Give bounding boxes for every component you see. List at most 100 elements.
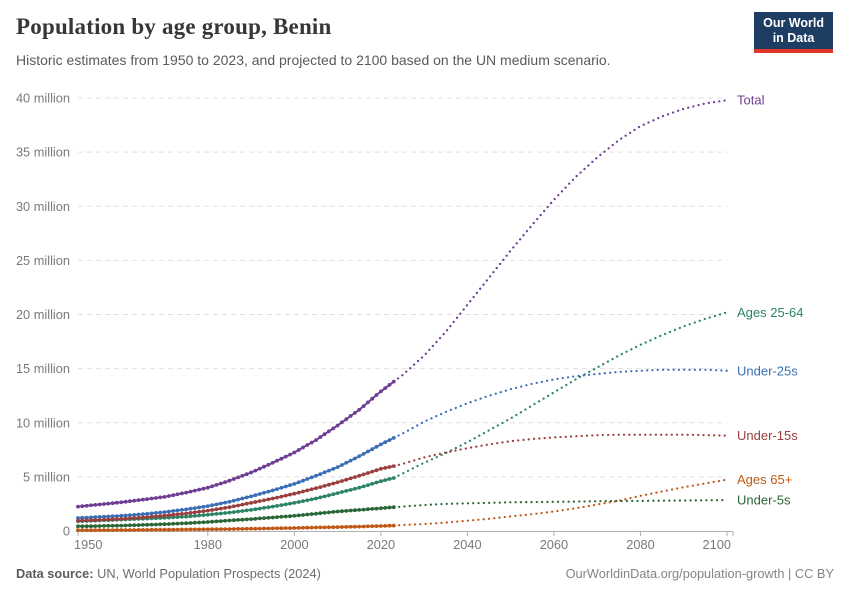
series-marker	[236, 475, 241, 480]
series-marker	[149, 514, 154, 519]
x-axis-tick-label: 2040	[453, 537, 481, 552]
series-marker	[227, 499, 232, 504]
series-marker	[266, 497, 271, 502]
series-projection-line	[392, 99, 729, 383]
series-marker	[335, 465, 340, 469]
series-marker	[141, 528, 145, 532]
series-label-under-5s[interactable]: Under-5s	[737, 493, 791, 508]
series-marker	[106, 528, 111, 532]
series-marker	[309, 525, 314, 530]
series-under-25s[interactable]: Under-25s	[76, 363, 798, 520]
series-marker	[283, 526, 288, 530]
series-marker	[335, 423, 340, 428]
series-under-5s[interactable]: Under-5s	[76, 493, 791, 529]
series-label-ages-65[interactable]: Ages 65+	[737, 472, 792, 487]
series-marker	[171, 509, 176, 513]
series-total[interactable]: Total	[76, 93, 765, 509]
series-marker	[244, 472, 249, 477]
series-marker	[145, 497, 150, 501]
series-marker	[379, 479, 383, 484]
y-axis-tick-label: 10 million	[16, 415, 70, 430]
series-marker	[205, 485, 210, 490]
series-marker	[231, 527, 236, 531]
series-marker	[223, 500, 228, 505]
series-label-ages-25-64[interactable]: Ages 25-64	[737, 305, 804, 320]
series-marker	[270, 460, 275, 465]
series-marker	[210, 484, 215, 489]
series-marker	[357, 524, 362, 529]
series-marker	[357, 473, 362, 478]
series-marker	[244, 508, 249, 513]
series-marker	[387, 477, 392, 481]
series-marker	[210, 508, 215, 512]
series-marker	[102, 517, 106, 522]
series-marker	[353, 486, 357, 491]
series-marker	[353, 508, 357, 513]
series-marker	[374, 480, 379, 485]
series-marker	[257, 506, 262, 511]
series-marker	[309, 487, 314, 492]
owid-link[interactable]: OurWorldinData.org/population-growth | C…	[565, 566, 834, 581]
series-marker	[97, 502, 102, 507]
owid-logo-line1: Our World	[763, 16, 824, 30]
series-marker	[110, 528, 115, 532]
series-label-under-25s[interactable]: Under-25s	[737, 363, 798, 378]
series-marker	[288, 514, 292, 519]
series-marker	[366, 400, 370, 405]
series-marker	[353, 524, 357, 529]
series-marker	[383, 506, 388, 510]
series-marker	[123, 499, 128, 504]
series-marker	[197, 505, 202, 510]
series-marker	[214, 483, 219, 487]
series-marker	[249, 517, 254, 521]
series-marker	[231, 518, 236, 523]
series-marker	[132, 498, 137, 503]
series-marker	[301, 513, 305, 517]
series-label-total[interactable]: Total	[737, 93, 765, 108]
series-marker	[327, 468, 331, 473]
series-marker	[314, 496, 318, 501]
series-marker	[383, 440, 388, 445]
series-marker	[305, 525, 310, 530]
series-marker	[340, 479, 344, 483]
series-marker	[158, 495, 163, 500]
series-marker	[214, 502, 219, 507]
series-marker	[231, 510, 236, 514]
series-marker	[309, 475, 314, 480]
series-marker	[149, 522, 154, 527]
series-under-15s[interactable]: Under-15s	[76, 428, 798, 523]
series-marker	[132, 513, 137, 517]
y-axis-tick-label: 0	[63, 524, 70, 539]
series-marker	[184, 490, 189, 495]
series-marker	[84, 503, 89, 508]
series-marker	[275, 487, 279, 491]
series-marker	[123, 523, 128, 528]
y-axis-tick-label: 15 million	[16, 361, 70, 376]
series-marker	[179, 527, 184, 532]
series-marker	[288, 483, 292, 488]
series-ages-65[interactable]: Ages 65+	[76, 472, 792, 533]
series-marker	[89, 528, 93, 533]
series-marker	[158, 510, 163, 515]
series-marker	[318, 525, 323, 530]
series-marker	[136, 498, 141, 502]
series-marker	[102, 528, 106, 532]
series-marker	[279, 456, 284, 461]
series-marker	[236, 527, 241, 531]
series-marker	[361, 404, 366, 408]
series-marker	[158, 522, 163, 527]
series-marker	[115, 514, 119, 518]
series-label-under-15s[interactable]: Under-15s	[737, 428, 798, 443]
series-marker	[201, 509, 206, 514]
series-marker	[214, 527, 219, 532]
series-marker	[288, 452, 292, 457]
series-marker	[223, 480, 228, 484]
series-marker	[76, 504, 80, 509]
series-marker	[197, 520, 202, 525]
series-marker	[218, 481, 223, 486]
series-marker	[322, 432, 327, 437]
series-marker	[253, 516, 258, 521]
owid-logo[interactable]: Our World in Data	[754, 12, 833, 53]
series-marker	[145, 515, 150, 519]
series-marker	[80, 504, 85, 509]
